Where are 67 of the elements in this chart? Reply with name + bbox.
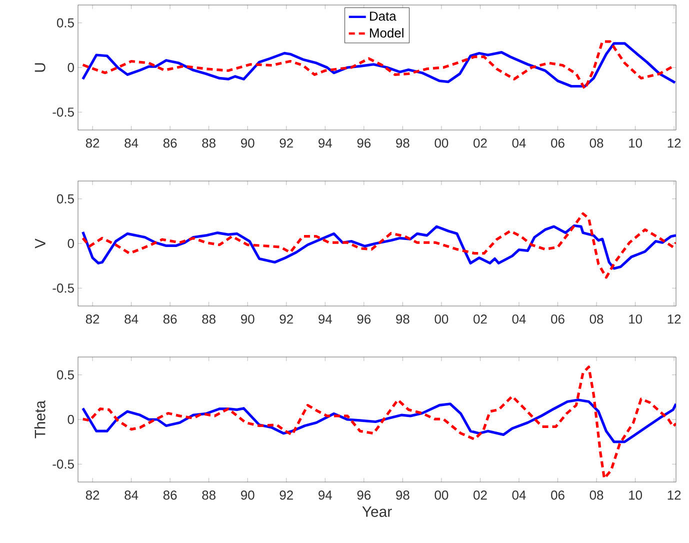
- x-tick-label: 96: [357, 314, 371, 324]
- y-axis-title: V: [35, 238, 46, 248]
- x-tick-label: 92: [280, 138, 293, 148]
- x-tick-label: 88: [202, 490, 216, 500]
- x-tick-label: 86: [163, 490, 177, 500]
- x-tick-label: 04: [512, 138, 526, 148]
- y-tick-label: 0.5: [56, 370, 74, 380]
- x-tick-label: 84: [124, 138, 138, 148]
- x-tick-label: 82: [86, 490, 100, 500]
- x-tick-label: 02: [474, 314, 487, 324]
- y-tick-label: -0.5: [52, 284, 74, 293]
- y-tick-label: 0: [68, 238, 74, 248]
- y-axis-title: U: [34, 63, 46, 72]
- x-tick-label: 98: [396, 314, 410, 324]
- x-tick-label: 10: [629, 138, 642, 148]
- legend-label: Model: [370, 28, 404, 38]
- y-tick-label: -0.5: [52, 460, 74, 469]
- x-tick-label: 12: [668, 490, 681, 500]
- legend-label: Data: [370, 12, 396, 21]
- x-tick-label: 90: [241, 490, 254, 500]
- x-tick-label: 96: [357, 138, 371, 148]
- x-tick-label: 06: [551, 138, 564, 148]
- x-tick-label: 92: [280, 314, 293, 324]
- x-tick-label: 84: [124, 490, 138, 500]
- x-tick-label: 98: [396, 138, 410, 148]
- x-tick-label: 94: [318, 314, 332, 324]
- x-tick-label: 88: [202, 138, 216, 148]
- x-tick-label: 12: [668, 138, 681, 148]
- x-tick-label: 00: [434, 490, 448, 500]
- x-tick-label: 92: [280, 490, 293, 500]
- x-tick-label: 88: [202, 314, 216, 324]
- x-tick-label: 90: [241, 138, 254, 148]
- x-tick-label: 84: [124, 314, 138, 324]
- x-tick-label: 86: [163, 138, 177, 148]
- y-tick-label: 0.5: [56, 194, 74, 204]
- y-axis-title: Theta: [34, 400, 46, 438]
- line-series: [82, 398, 676, 444]
- x-tick-label: 00: [434, 314, 448, 324]
- x-axis-title: Year: [362, 506, 392, 517]
- line-series: [82, 224, 676, 270]
- y-tick-label: 0: [68, 62, 74, 72]
- x-tick-label: 04: [512, 490, 526, 500]
- x-tick-label: 90: [241, 314, 254, 324]
- x-tick-label: 02: [474, 138, 487, 148]
- x-tick-label: 06: [551, 490, 564, 500]
- x-tick-label: 00: [434, 138, 448, 148]
- x-tick-label: 08: [590, 490, 604, 500]
- x-tick-label: 02: [474, 490, 487, 500]
- x-tick-label: 08: [590, 138, 604, 148]
- y-tick-label: 0.5: [56, 18, 74, 28]
- line-series: [82, 212, 676, 279]
- x-tick-label: 10: [629, 314, 642, 324]
- y-tick-label: 0: [68, 414, 74, 424]
- x-tick-label: 98: [396, 490, 410, 500]
- x-tick-label: 86: [163, 314, 177, 324]
- x-tick-label: 82: [86, 138, 100, 148]
- x-tick-label: 08: [590, 314, 604, 324]
- x-tick-label: 04: [512, 314, 526, 324]
- x-tick-label: 10: [629, 490, 642, 500]
- x-tick-label: 06: [551, 314, 564, 324]
- y-tick-label: -0.5: [52, 108, 74, 117]
- x-tick-label: 82: [86, 314, 100, 324]
- x-tick-label: 94: [318, 490, 332, 500]
- x-tick-label: 96: [357, 490, 371, 500]
- line-series: [82, 366, 676, 480]
- x-tick-label: 94: [318, 138, 332, 148]
- x-tick-label: 12: [668, 314, 681, 324]
